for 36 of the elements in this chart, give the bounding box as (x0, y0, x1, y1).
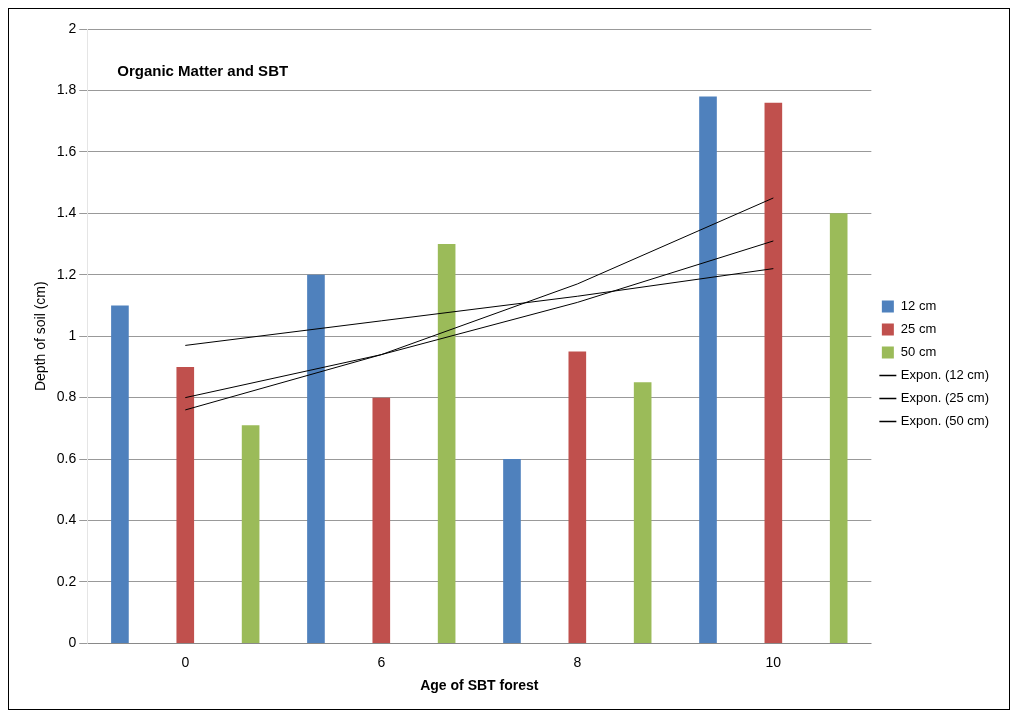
x-tick-label: 6 (377, 653, 386, 670)
y-axis-title: Depth of soil (cm) (32, 281, 49, 392)
y-tick-label: 1.8 (56, 81, 77, 98)
bar (829, 213, 848, 643)
legend-label: Expon. (25 cm) (900, 390, 990, 406)
y-tick-label: 0 (68, 634, 77, 651)
bar (176, 366, 195, 643)
bar (633, 382, 652, 643)
x-tick-label: 0 (181, 653, 190, 670)
legend-label: Expon. (12 cm) (900, 367, 990, 383)
y-tick-label: 0.4 (56, 511, 77, 528)
y-tick-label: 0.8 (56, 388, 77, 405)
legend-label: Expon. (50 cm) (900, 413, 990, 429)
y-tick-label: 2 (68, 19, 77, 36)
bar (568, 351, 587, 643)
x-axis-title: Age of SBT forest (420, 677, 539, 694)
y-tick-label: 0.6 (56, 449, 77, 466)
legend-label: 50 cm (900, 344, 937, 360)
y-tick-label: 1.4 (56, 204, 77, 221)
text: Organic Matter and SBT (117, 61, 289, 79)
bar (241, 425, 260, 643)
bar (307, 274, 325, 643)
bar (111, 305, 129, 643)
x-tick-label: 10 (765, 653, 782, 670)
bar (503, 459, 521, 643)
y-tick-label: 1.6 (56, 142, 77, 159)
bar (699, 96, 717, 643)
legend-label: 12 cm (900, 298, 937, 314)
legend-label: 25 cm (900, 321, 937, 337)
y-tick-label: 0.2 (56, 572, 77, 589)
bar (764, 102, 783, 643)
x-tick-label: 8 (573, 653, 582, 670)
y-tick-label: 1 (68, 327, 77, 344)
y-tick-label: 1.2 (56, 265, 77, 282)
bar (437, 244, 456, 643)
bar (372, 397, 391, 643)
